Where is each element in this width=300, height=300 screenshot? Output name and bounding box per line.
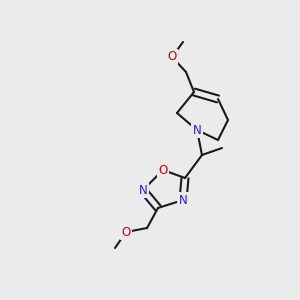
Text: N: N	[193, 124, 201, 136]
Text: O: O	[158, 164, 168, 176]
Text: N: N	[139, 184, 147, 196]
Text: O: O	[122, 226, 130, 238]
Text: O: O	[167, 50, 177, 64]
Text: N: N	[178, 194, 188, 206]
